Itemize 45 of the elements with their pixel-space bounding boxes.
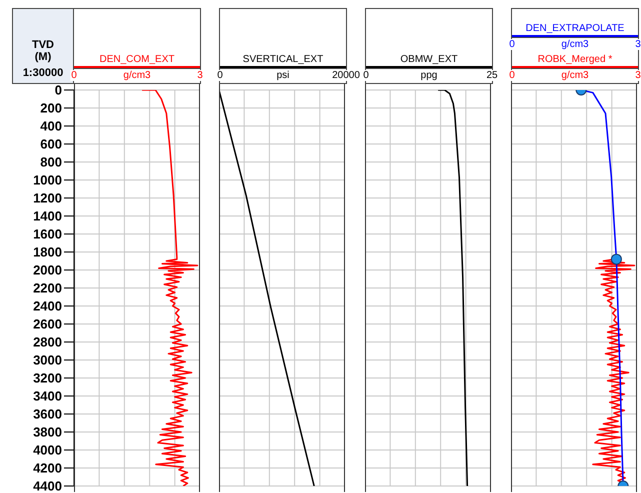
x-tick-label: 25: [485, 70, 499, 81]
y-tick-label: 4400: [33, 478, 62, 493]
x2-tick-label: 0: [508, 39, 516, 50]
y-tick-label: 600: [40, 136, 62, 152]
y-tick-label: 2800: [33, 334, 62, 350]
text: DEN_EXTRAPOLATE: [524, 22, 626, 35]
y-tick-label: 0: [54, 82, 62, 98]
y-axis-title: TVD (M): [31, 39, 55, 63]
x-axis-title: g/cm3: [561, 70, 589, 81]
y-tick-label: 3800: [33, 424, 62, 440]
text: ROBK_Merged *: [536, 53, 614, 66]
y-tick-label: 3600: [33, 406, 62, 422]
text: DEN_COM_EXT: [98, 53, 176, 66]
x-axis-title: g/cm3: [123, 70, 151, 81]
y-tick-label: 4000: [33, 442, 62, 458]
x-tick-label: 0: [508, 70, 516, 81]
y-tick-label: 3200: [33, 370, 62, 386]
y-tick-label: 1000: [33, 172, 62, 188]
x-tick-label: 0: [216, 70, 224, 81]
y-tick-label: 800: [40, 154, 62, 170]
text: OBMW_EXT: [399, 53, 459, 66]
y-tick-label: 2400: [33, 298, 62, 314]
y-tick-label: 4200: [33, 460, 62, 476]
y-tick-label: 1800: [33, 244, 62, 260]
text: 1:30000: [22, 67, 64, 79]
y-tick-label: 1600: [33, 226, 62, 242]
x-tick-label: 0: [362, 70, 370, 81]
y-tick-label: 200: [40, 100, 62, 116]
x-tick-label: 3: [196, 70, 204, 81]
x-tick-label: 0: [70, 70, 78, 81]
y-tick-label: 2200: [33, 280, 62, 296]
x2-axis-title: g/cm3: [561, 39, 589, 50]
y-tick-label: 3400: [33, 388, 62, 404]
x-axis-title: ppg: [420, 70, 438, 81]
x-axis-title: psi: [276, 70, 290, 81]
y-tick-label: 1400: [33, 208, 62, 224]
text: SVERTICAL_EXT: [242, 53, 324, 66]
x-tick-label: 3: [634, 70, 641, 81]
y-tick-label: 2600: [33, 316, 62, 332]
y-tick-label: 400: [40, 118, 62, 134]
y-tick-label: 2000: [33, 262, 62, 278]
y-tick-label: 1200: [33, 190, 62, 206]
x2-tick-label: 3: [634, 39, 641, 50]
x-tick-label: 20000: [331, 70, 361, 81]
y-tick-label: 3000: [33, 352, 62, 368]
